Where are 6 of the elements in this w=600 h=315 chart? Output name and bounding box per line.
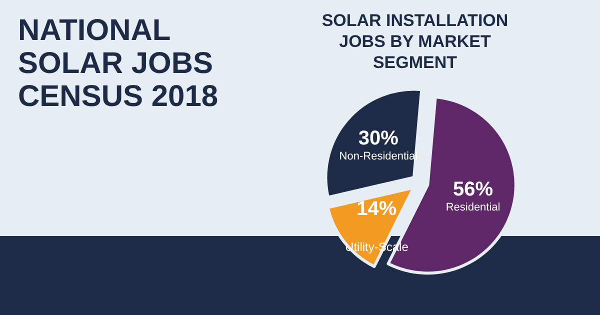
data-label: 14% bbox=[356, 198, 397, 220]
slice-label: Residential bbox=[446, 202, 500, 214]
chart-title: SOLAR INSTALLATION JOBS BY MARKET SEGMENT bbox=[320, 10, 510, 73]
data-label: 56% bbox=[453, 178, 494, 201]
data-label: 30% bbox=[358, 128, 399, 150]
text: NATIONAL SOLAR JOBS CENSUS 2018 bbox=[18, 14, 220, 113]
